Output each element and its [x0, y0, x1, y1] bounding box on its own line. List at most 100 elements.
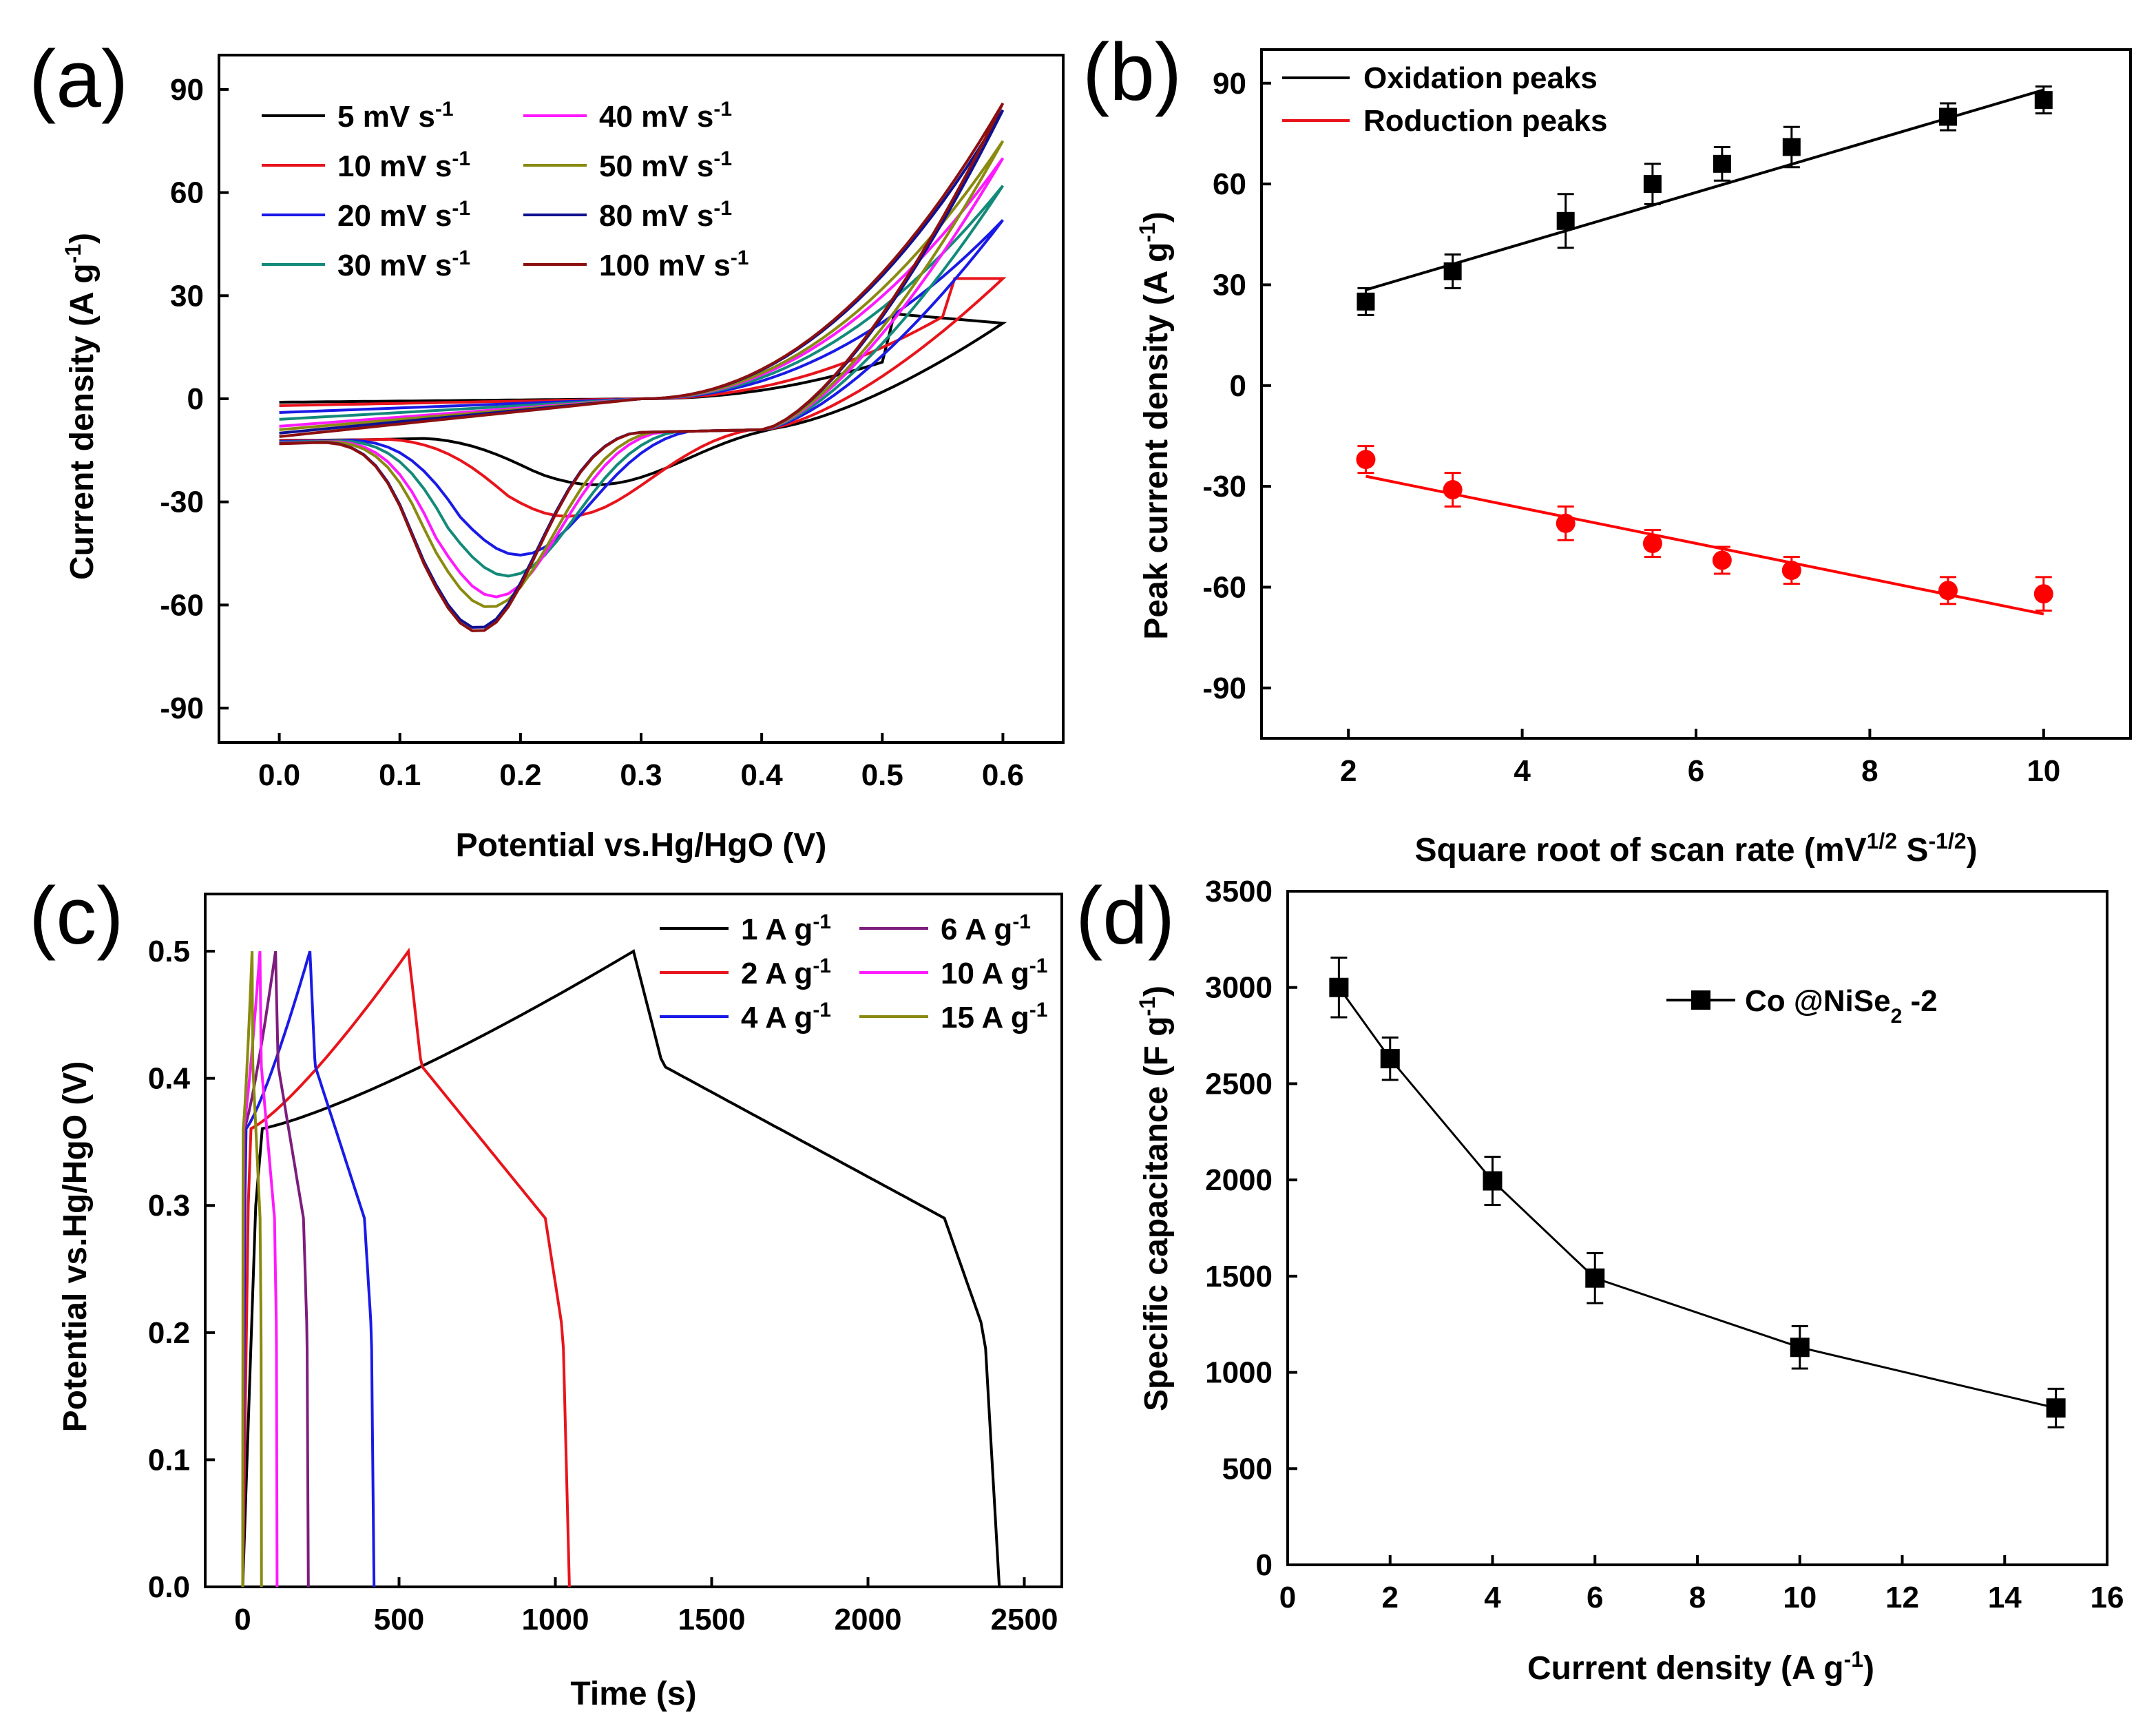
- panel-a-y-tick-label: 0: [187, 382, 204, 416]
- panel-b-legend: Oxidation peaks Roduction peaks: [1282, 61, 1608, 138]
- panel-d-y-tick-label: 3500: [1205, 875, 1273, 908]
- legend-sup: -1: [813, 955, 831, 977]
- legend-value: 40 mV s: [599, 100, 713, 134]
- legend-value: 4 A g: [741, 1001, 813, 1034]
- panel-c-x-tick-label: 1500: [678, 1603, 746, 1636]
- panel-c-x-tick-label: 500: [374, 1603, 424, 1636]
- panel-a-x-axis-title: Potential vs.Hg/HgO (V): [456, 827, 827, 864]
- legend-sup: -1: [713, 98, 732, 121]
- legend-value: 15 A g: [941, 1001, 1029, 1034]
- panel-d-x-tick-label: 6: [1587, 1581, 1603, 1614]
- panel-d-x-tick-label: 8: [1689, 1581, 1706, 1614]
- panel-c-y-tick-label: 0.3: [148, 1189, 190, 1223]
- panel-a-label: (a): [29, 34, 128, 125]
- panel-c-label: (c): [29, 871, 124, 961]
- legend-label: 30 mV s-1: [337, 247, 470, 283]
- panel-c-y-tick-label: 0.0: [148, 1570, 190, 1604]
- panel-c-y-tick-label: 0.1: [148, 1443, 190, 1477]
- panel-c-y-tick-label: 0.2: [148, 1316, 190, 1350]
- legend-value: 1 A g: [741, 913, 813, 946]
- panel-b-y-tick-label: 60: [1213, 167, 1246, 201]
- panel-d-x-tick-label: 12: [1885, 1581, 1919, 1614]
- legend-value: 50 mV s: [599, 149, 713, 183]
- panel-d-x-tick-label: 14: [1988, 1581, 2022, 1614]
- cv-curve-30-mv: [279, 185, 1005, 578]
- data-point-capacitance: [2046, 1398, 2066, 1418]
- panel-d-y-tick-label: 1000: [1205, 1356, 1273, 1390]
- legend-sup: -1: [1029, 955, 1048, 977]
- legend-label-sub: 2: [1891, 1005, 1903, 1028]
- data-point-capacitance: [1380, 1049, 1400, 1069]
- panel-a-y-tick-label: 90: [170, 73, 204, 107]
- legend-sup: -1: [813, 911, 831, 933]
- legend-label-reduction: Roduction peaks: [1363, 104, 1608, 138]
- legend-label: 80 mV s-1: [599, 197, 732, 233]
- panel-d-ticks: 0 2 4 6 8 10 12 14 16 0 500 1000 1500 2000 2500 3000 350…: [1205, 875, 2124, 1614]
- data-point-capacitance: [1483, 1171, 1503, 1191]
- legend-value: 20 mV s: [337, 199, 452, 233]
- legend-value: 10 mV s: [337, 149, 452, 183]
- fit-line-oxidation: [1365, 88, 2044, 291]
- panel-b-y-tick-label: -60: [1202, 570, 1246, 604]
- legend-label: 10 mV s-1: [337, 147, 470, 184]
- legend-value: 100 mV s: [599, 249, 731, 282]
- legend-sup: -1: [452, 147, 470, 170]
- data-point-oxidation: [1556, 211, 1575, 230]
- legend-label: 15 A g-1: [941, 999, 1047, 1035]
- panel-c-x-tick-label: 1000: [522, 1603, 589, 1636]
- panel-a-x-tick-label: 0.0: [258, 758, 300, 792]
- panel-d-label: (d): [1076, 871, 1175, 961]
- legend-value: 80 mV s: [599, 199, 713, 233]
- legend-label: 10 A g-1: [941, 955, 1047, 991]
- legend-sup: -1: [435, 98, 454, 121]
- panel-b-x-tick-label: 8: [1861, 754, 1878, 788]
- legend-label: 40 mV s-1: [599, 98, 732, 134]
- data-point-capacitance: [1585, 1268, 1605, 1288]
- panel-c: (c) 0 500 1000 1500 2000 25000.00.10.20.30.40…: [29, 871, 1063, 1712]
- data-point-oxidation: [1782, 138, 1801, 156]
- panel-b-x-tick-label: 4: [1514, 754, 1531, 788]
- panel-a-ticks: 0.0 0.1 0.2 0.3 0.4 0.5 0.6 -90 -60 -30 0 30 60 90: [160, 73, 1024, 792]
- cv-curve-10-mv: [279, 277, 1007, 518]
- panel-d-x-tick-label: 4: [1484, 1581, 1501, 1614]
- data-point-reduction: [1356, 450, 1376, 470]
- data-point-oxidation: [1357, 292, 1375, 311]
- panel-a-y-tick-label: -30: [160, 486, 204, 519]
- legend-sup: -1: [452, 197, 470, 220]
- legend-label: 50 mV s-1: [599, 147, 732, 184]
- legend-label-oxidation: Oxidation peaks: [1363, 61, 1598, 95]
- panel-b-y-axis-title: Peak current density (A g-1): [1135, 211, 1175, 640]
- data-point-oxidation: [2034, 91, 2053, 110]
- fit-line-reduction: [1365, 475, 2044, 616]
- panel-d-data: [1329, 956, 2066, 1428]
- legend-sup: -1: [731, 247, 749, 269]
- panel-d-x-tick-label: 2: [1382, 1581, 1399, 1614]
- panel-a-y-tick-label: 30: [170, 279, 204, 313]
- legend-label: 1 A g-1: [741, 911, 831, 947]
- data-point-reduction: [1556, 513, 1576, 533]
- panel-c-legend: 1 A g-12 A g-14 A g-16 A g-110 A g-115 A…: [660, 911, 1047, 1035]
- cv-curve-100-mv: [279, 102, 1005, 632]
- data-point-reduction: [1938, 581, 1958, 601]
- panel-a-y-tick-label: 60: [170, 176, 204, 210]
- panel-c-x-tick-label: 0: [234, 1603, 251, 1636]
- panel-a-y-tick-label: -90: [160, 692, 204, 725]
- panel-b-y-tick-label: 30: [1213, 268, 1246, 302]
- panel-a-x-tick-label: 0.1: [379, 758, 421, 792]
- panel-c-curves: [241, 947, 1001, 1588]
- legend-label-co-nise2: Co @NiSe2 -2: [1745, 984, 1938, 1028]
- panel-b: (b) 2 4 6 8 10 -90 -60 -30 0 30 60 90 Oxidation pea…: [1082, 27, 2132, 869]
- panel-d-y-axis-title: Specific capacitance (F g-1): [1135, 986, 1175, 1411]
- panel-d-y-tick-label: 2000: [1205, 1163, 1273, 1197]
- panel-b-x-tick-label: 2: [1340, 754, 1357, 788]
- panel-c-plot-frame: [204, 893, 1063, 1588]
- panel-d-legend: Co @NiSe2 -2: [1666, 984, 1938, 1028]
- legend-label: 6 A g-1: [941, 911, 1031, 947]
- gcd-curve-10-a-g: [241, 950, 279, 1588]
- panel-a-x-tick-label: 0.3: [620, 758, 662, 792]
- gcd-curve-4-a-g: [241, 950, 376, 1588]
- panel-b-x-tick-label: 6: [1688, 754, 1704, 788]
- legend-value: 30 mV s: [337, 249, 452, 282]
